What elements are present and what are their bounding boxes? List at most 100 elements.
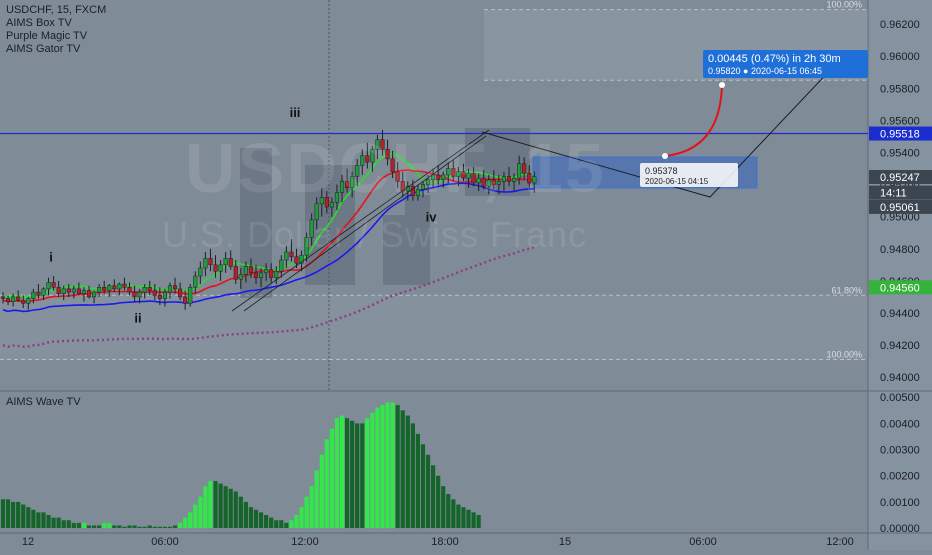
wave-histogram-bar [476,514,481,529]
price-tick-label: 0.94000 [880,372,920,384]
candle [81,290,87,294]
box-label-bg [640,163,738,187]
legend-indicator-gator[interactable]: AIMS Gator TV [6,43,81,55]
legend-indicator-box[interactable]: AIMS Box TV [6,17,72,29]
fib-level-label: 100.00% [826,350,862,360]
candle [97,287,102,293]
wave-histogram-bar [360,423,365,529]
candle [11,296,16,302]
price-tag-label: 14:11 [880,188,907,200]
wave-histogram-bar [380,405,385,529]
wave-histogram-bar [415,433,421,529]
indicator-tick-label: 0.00500 [880,392,920,404]
candle [345,181,350,189]
indicator-tick-label: 0.00000 [880,523,920,535]
candle [21,299,26,304]
wave-label: iii [290,105,301,120]
candle [31,291,36,299]
wave-histogram-bar [183,517,188,529]
box-sublabel: 2020-06-15 04:15 [645,177,709,186]
candle [102,287,107,291]
candle [415,189,420,197]
wave-histogram-bar [319,454,324,529]
indicator-tick-label: 0.00400 [880,418,920,430]
price-tick-label: 0.96000 [880,51,920,63]
candle [167,285,173,293]
candle [486,179,491,187]
candle [259,272,264,278]
candle [157,295,162,299]
wave-histogram-bar [11,501,16,529]
candle [385,149,390,160]
wave-histogram-bar [243,501,248,529]
fib-level-label: 61.80% [831,285,862,295]
wave-histogram-bar [178,522,183,529]
wave-histogram-bar [471,512,476,529]
candle [431,174,436,181]
candle [41,288,46,296]
wave-histogram-bar [86,525,92,529]
candle [264,269,269,274]
wave-histogram-bar [41,512,46,529]
wave-histogram-bar [299,507,304,529]
wave-histogram-bar [279,520,284,529]
candle [329,201,334,208]
price-tag-label: 0.95247 [880,172,920,184]
wave-histogram-bar [355,423,360,529]
candle [117,283,122,290]
candle [299,254,304,264]
candle [188,287,193,304]
candle [425,179,431,185]
wave-histogram-bar [344,418,350,529]
candle [471,173,476,184]
candle [456,171,461,177]
legend-symbol[interactable]: USDCHF, 15, FXCM [6,4,107,16]
price-tag [869,199,932,214]
wave-histogram-bar [76,522,81,529]
wave-histogram-bar [370,412,375,529]
candle [253,272,259,278]
candle [501,176,506,182]
candle [61,288,66,294]
candle [218,264,223,272]
candle [56,287,61,294]
price-tick-label: 0.94400 [880,308,920,320]
candle [360,155,365,166]
candle [193,275,198,288]
candle [137,291,142,298]
wave-histogram-bar [334,418,340,529]
candle [375,139,380,150]
candle [380,139,385,150]
wave-histogram-bar [233,491,238,529]
price-tick-label: 0.94200 [880,340,920,352]
candle [466,173,471,179]
wave-histogram-bar [142,526,147,529]
wave-histogram-bar [223,486,228,529]
wave-histogram-bar [71,522,76,529]
candle [71,288,76,293]
candle [208,258,213,266]
candle [132,291,137,298]
price-tag-label: 0.94560 [880,282,920,294]
candle [6,298,11,302]
candle [269,269,274,278]
wave-histogram-bar [198,496,203,529]
wave-histogram-bar [431,465,436,529]
indicator-title[interactable]: AIMS Wave TV [6,396,81,408]
candle [410,185,415,197]
candle [107,285,112,291]
candle [228,258,233,267]
wave-label: i [49,250,53,265]
wave-histogram-bar [162,526,168,529]
wave-histogram-bar [324,439,329,529]
candle [506,176,512,182]
candle [355,165,360,177]
legend-indicator-purple[interactable]: Purple Magic TV [6,30,88,42]
candle [183,296,188,304]
wave-histogram-bar [456,504,461,529]
candle [451,168,456,177]
wave-histogram-bar [117,525,122,529]
wave-histogram-bar [112,525,117,529]
candle [304,237,309,256]
